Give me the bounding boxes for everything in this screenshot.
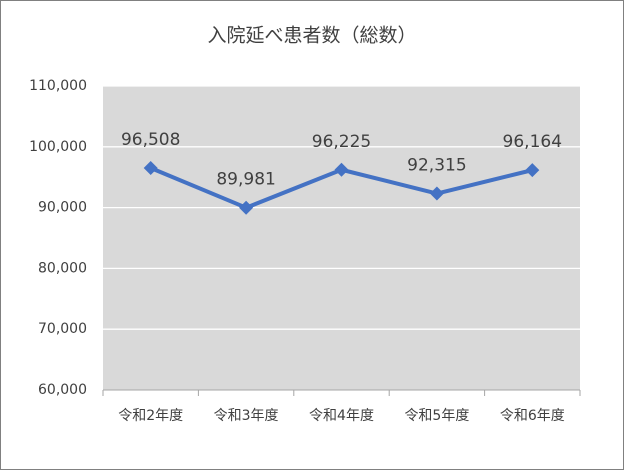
data-marker [334,162,349,177]
data-marker [143,161,158,176]
plot-area [103,86,580,390]
data-label: 96,508 [121,130,180,150]
data-marker [239,200,254,215]
y-tick-label: 110,000 [29,78,87,94]
y-tick-label: 90,000 [38,200,87,216]
data-label: 92,315 [407,156,466,176]
data-marker [525,163,540,178]
y-tick-label: 80,000 [38,260,87,276]
data-label: 96,164 [503,132,562,152]
data-marker [429,186,444,201]
data-label: 96,225 [312,132,371,152]
chart-title: 入院延べ患者数（総数） [207,25,416,47]
y-tick-label: 60,000 [38,382,87,398]
x-tick-label: 令和6年度 [500,408,565,424]
x-tick-label: 令和3年度 [214,408,279,424]
y-tick-label: 100,000 [29,139,87,155]
x-tick-label: 令和2年度 [118,408,183,424]
x-tick-label: 令和4年度 [309,408,374,424]
x-tick-label: 令和5年度 [404,408,469,424]
y-tick-label: 70,000 [38,321,87,337]
data-label: 89,981 [216,170,275,190]
